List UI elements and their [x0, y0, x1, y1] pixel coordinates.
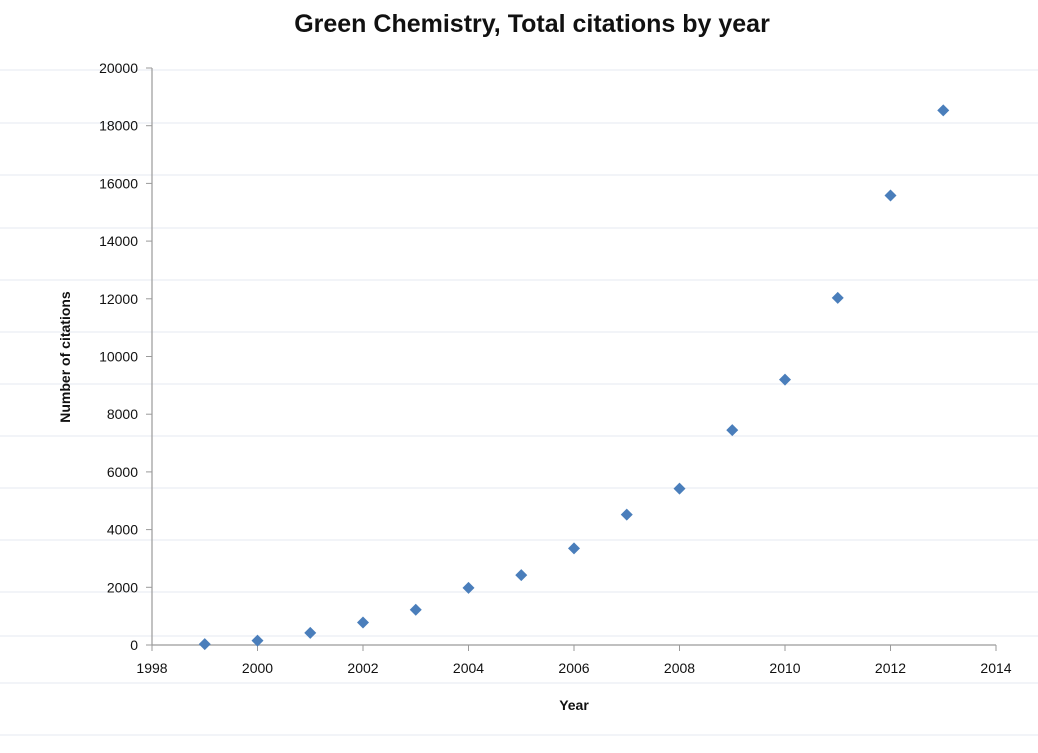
x-axis-ticks: 1998 2000 2002 2004 2006 2008 2010 2012 2014 [136, 645, 1012, 676]
data-point-marker [251, 634, 264, 647]
y-tick-label: 14000 [99, 233, 138, 249]
data-point-marker [568, 542, 580, 555]
y-tick-label: 20000 [99, 60, 138, 76]
y-tick-label: 6000 [107, 464, 138, 480]
data-point-marker [409, 603, 422, 616]
x-tick-label: 2000 [242, 660, 273, 676]
x-tick-label: 1998 [136, 660, 167, 676]
data-point-marker [884, 189, 897, 202]
y-tick-label: 2000 [107, 579, 138, 595]
data-point-marker [726, 424, 739, 437]
data-point-marker [198, 638, 211, 651]
data-point-marker [620, 508, 633, 521]
x-tick-label: 2002 [347, 660, 378, 676]
data-point-marker [831, 291, 844, 304]
x-tick-label: 2008 [664, 660, 695, 676]
y-tick-label: 10000 [99, 349, 138, 365]
y-tick-label: 8000 [107, 406, 138, 422]
y-tick-label: 12000 [99, 291, 138, 307]
chart-title: Green Chemistry, Total citations by year [294, 10, 770, 38]
data-point-marker [515, 569, 528, 582]
y-tick-label: 16000 [99, 175, 138, 191]
data-point-marker [673, 482, 686, 495]
x-tick-label: 2014 [980, 660, 1011, 676]
data-point-marker [937, 104, 950, 117]
x-axis-title: Year [559, 697, 589, 713]
background-lines [0, 69, 1038, 736]
y-axis-ticks: 0 2000 4000 6000 8000 10000 12000 14000 16000 180… [99, 60, 152, 653]
axes [151, 68, 996, 646]
data-points [198, 104, 950, 651]
y-tick-label: 4000 [107, 522, 138, 538]
data-point-marker [462, 581, 475, 594]
y-tick-label: 18000 [99, 118, 138, 134]
y-axis-title: Number of citations [57, 291, 73, 423]
y-tick-label: 0 [130, 637, 138, 653]
x-tick-label: 2004 [453, 660, 484, 676]
x-tick-label: 2012 [875, 660, 906, 676]
x-tick-label: 2010 [769, 660, 800, 676]
data-point-marker [779, 373, 791, 386]
data-point-marker [304, 626, 317, 639]
data-point-marker [357, 616, 369, 629]
x-tick-label: 2006 [558, 660, 589, 676]
